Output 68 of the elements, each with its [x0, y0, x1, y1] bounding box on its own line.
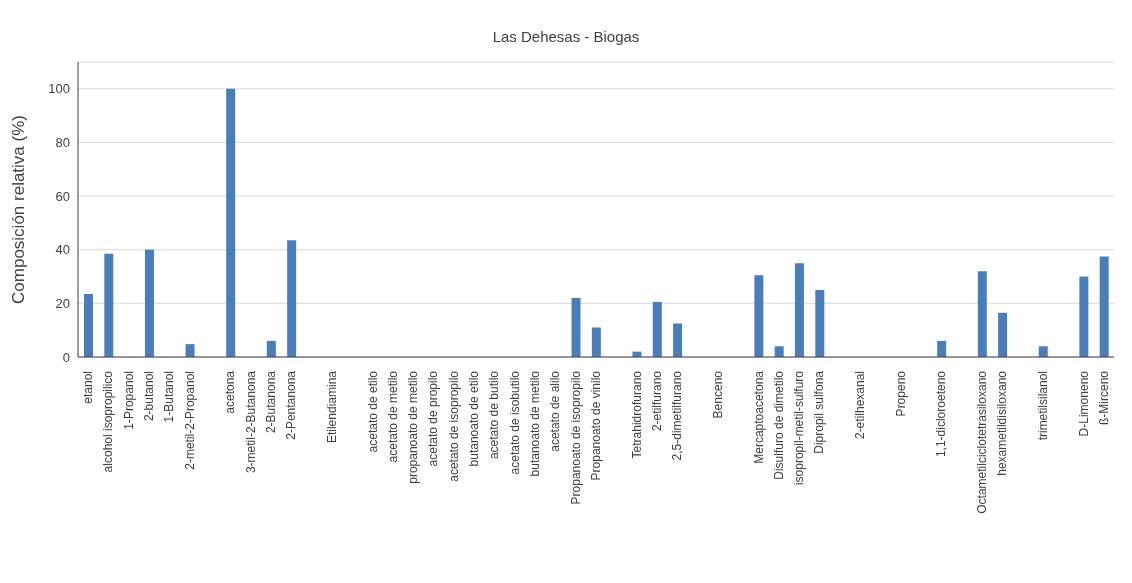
- x-tick-label: propanoato de metilo: [406, 370, 421, 484]
- bar: [794, 263, 804, 357]
- x-tick-label: 1-Propanol: [121, 371, 136, 430]
- y-tick-label: 100: [48, 81, 70, 97]
- bar: [287, 240, 297, 357]
- bar: [998, 312, 1008, 357]
- x-tick-label: Disulfuro de dimetilo: [771, 370, 786, 480]
- x-tick-label: Propanoato de isopropilo: [568, 370, 583, 505]
- x-tick-label: acetato de metilo: [385, 370, 400, 463]
- x-tick-label: 3-metil-2-Butanona: [243, 370, 258, 474]
- x-tick-label: acetato de butilo: [487, 370, 502, 460]
- x-tick-label: 2,5-dimetilfurano: [670, 370, 685, 461]
- x-tick-label: 2-etilhexanal: [853, 371, 868, 440]
- y-axis-title: Composición relativa (%): [9, 115, 29, 304]
- x-tick-label: Propeno: [893, 370, 908, 417]
- x-tick-label: Dipropil sulfona: [812, 370, 827, 454]
- bar: [266, 340, 276, 357]
- bar: [977, 271, 987, 357]
- bar: [774, 346, 784, 357]
- x-tick-label: etanol: [81, 371, 96, 404]
- x-tick-label: 1-Butanol: [162, 371, 177, 423]
- x-tick-label: acetona: [223, 370, 238, 414]
- y-tick-label: 40: [55, 242, 70, 258]
- x-tick-label: 2-metil-2-Propanol: [182, 371, 197, 470]
- x-tick-label: 1,1-dicloroeteno: [934, 370, 949, 458]
- bar: [1079, 276, 1089, 357]
- x-tick-label: butanoato de etilo: [467, 370, 482, 467]
- bar: [144, 249, 154, 357]
- y-tick-label: 80: [55, 135, 70, 151]
- x-tick-label: Octametilciclotetrasiloxano: [974, 370, 989, 514]
- x-tick-label: Etilendiamina: [324, 370, 339, 444]
- x-tick-label: acetato de etilo: [365, 370, 380, 453]
- x-tick-label: 2-butanol: [142, 371, 157, 422]
- x-tick-label: hexametildisiloxano: [995, 370, 1010, 476]
- bar: [591, 327, 601, 357]
- y-tick-label: 20: [55, 295, 70, 311]
- bar: [815, 289, 825, 357]
- x-tick-label: Tetrahidrofurano: [629, 370, 644, 459]
- chart-title: Las Dehesas - Biogas: [491, 27, 641, 47]
- x-tick-label: acetato de propilo: [426, 370, 441, 467]
- x-tick-label: acetato de isobutilo: [507, 370, 522, 475]
- x-tick-label: isopropil-metil-sulfuro: [792, 370, 807, 486]
- y-tick-label: 0: [62, 349, 70, 365]
- x-tick-label: ß-Mirceno: [1096, 370, 1111, 426]
- x-tick-label: acetato de isopropilo: [446, 370, 461, 482]
- bar: [1099, 256, 1109, 357]
- bar: [226, 88, 236, 357]
- x-tick-label: trimetilsilanol: [1035, 371, 1050, 441]
- bar: [754, 275, 764, 357]
- x-tick-label: alcohol isopropilico: [101, 370, 116, 473]
- x-tick-label: Benceno: [710, 370, 725, 419]
- x-tick-label: Mercaptoacetona: [751, 370, 766, 464]
- y-tick-label: 60: [55, 188, 70, 204]
- x-tick-label: 2-Pentanona: [284, 370, 299, 440]
- x-tick-label: butanoato de metilo: [528, 370, 543, 477]
- x-tick-label: Propanoato de vinilo: [589, 370, 603, 481]
- x-tick-label: 2-Butanona: [263, 370, 278, 434]
- bar: [652, 302, 662, 357]
- bar: [104, 253, 114, 357]
- x-tick-label: D-Limoneno: [1076, 370, 1091, 437]
- bar: [84, 293, 93, 357]
- bar: [571, 298, 581, 357]
- bar: [937, 340, 947, 357]
- x-tick-label: acetato de alilo: [548, 370, 563, 452]
- bar: [673, 323, 683, 357]
- x-tick-label: 2-etilfurano: [649, 370, 664, 432]
- bar: [1038, 346, 1048, 357]
- bar: [185, 344, 195, 357]
